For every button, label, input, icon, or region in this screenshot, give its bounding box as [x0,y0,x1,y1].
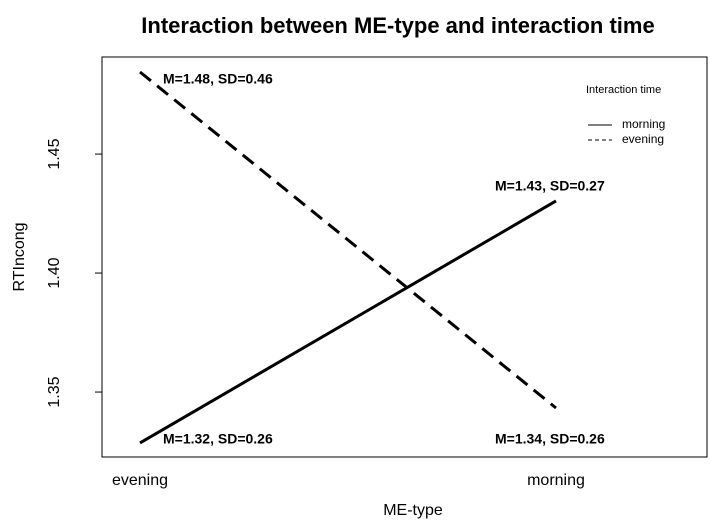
chart-title: Interaction between ME-type and interact… [141,13,654,38]
plot-frame [101,56,708,458]
y-tick-label: 1.45 [46,138,63,169]
x-tick-label: morning [527,472,585,489]
y-axis-label: RTIncong [11,222,28,291]
annotation: M=1.48, SD=0.46 [163,71,273,87]
legend-label: morning [622,117,665,131]
x-axis-label: ME-type [383,502,443,519]
x-tick-label: evening [112,472,168,489]
annotation: M=1.34, SD=0.26 [495,431,605,447]
line-series [139,70,557,410]
annotation: M=1.32, SD=0.26 [163,431,273,447]
legend-title: Interaction time [586,84,661,96]
legend-label: evening [622,132,664,146]
y-tick-label: 1.40 [46,257,63,288]
line-series [139,199,557,445]
y-tick-label: 1.35 [46,376,63,407]
annotation: M=1.43, SD=0.27 [495,178,605,194]
